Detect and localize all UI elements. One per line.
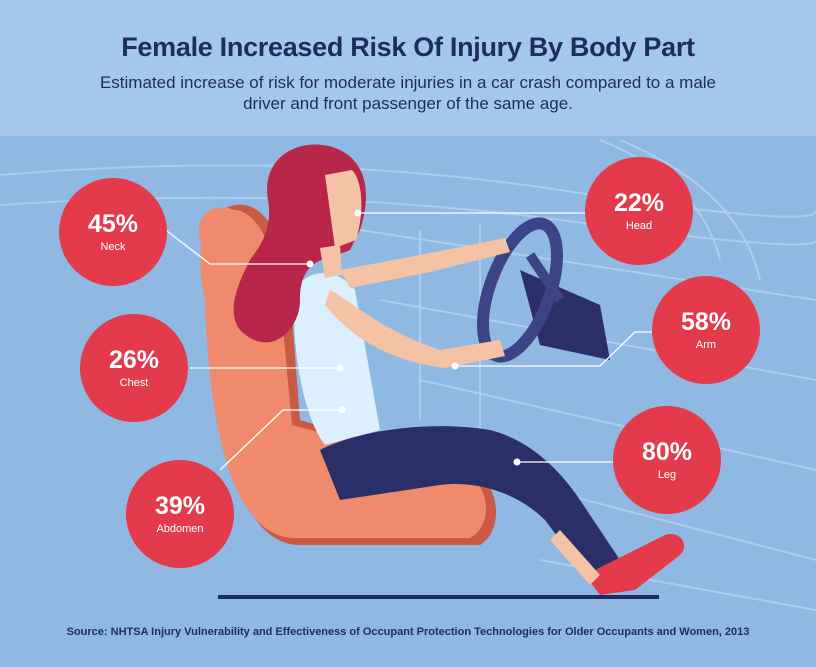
infographic-title: Female Increased Risk Of Injury By Body … bbox=[121, 32, 695, 62]
neck-percent: 45% bbox=[87, 209, 139, 238]
source-note: Source: NHTSA Injury Vulnerability and E… bbox=[66, 626, 750, 638]
neck-dot bbox=[306, 260, 314, 268]
arms bbox=[325, 238, 510, 368]
chest-callout: 26% Chest bbox=[80, 314, 188, 422]
chest-label: Chest bbox=[119, 376, 149, 389]
abdomen-leader-line bbox=[219, 409, 342, 471]
chest-dot bbox=[336, 364, 344, 372]
arm-percent: 58% bbox=[680, 307, 732, 336]
head-percent: 22% bbox=[613, 188, 665, 217]
head bbox=[233, 144, 366, 343]
leader-dots bbox=[306, 209, 521, 466]
leg-label: Leg bbox=[657, 468, 677, 481]
abdomen-label: Abdomen bbox=[156, 522, 204, 535]
leg-dot bbox=[513, 458, 521, 466]
neck-callout: 45% Neck bbox=[59, 178, 167, 286]
arm-dot bbox=[451, 362, 459, 370]
head-callout: 22% Head bbox=[585, 157, 693, 265]
infographic-subtitle: Estimated increase of risk for moderate … bbox=[99, 73, 717, 113]
leader-lines bbox=[162, 212, 653, 471]
abdomen-percent: 39% bbox=[154, 491, 206, 520]
head-label: Head bbox=[625, 219, 653, 232]
neck-label: Neck bbox=[100, 240, 126, 253]
chest-percent: 26% bbox=[108, 345, 160, 374]
legs bbox=[320, 426, 685, 595]
leg-percent: 80% bbox=[641, 437, 693, 466]
abdomen-dot bbox=[338, 406, 346, 414]
neck-leader-line bbox=[162, 227, 310, 265]
leg-callout: 80% Leg bbox=[613, 406, 721, 514]
arm-callout: 58% Arm bbox=[652, 276, 760, 384]
arm-leader-line bbox=[455, 331, 653, 367]
abdomen-callout: 39% Abdomen bbox=[126, 460, 234, 568]
arm-label: Arm bbox=[695, 338, 717, 351]
head-dot bbox=[354, 209, 362, 217]
header-band bbox=[0, 0, 816, 136]
